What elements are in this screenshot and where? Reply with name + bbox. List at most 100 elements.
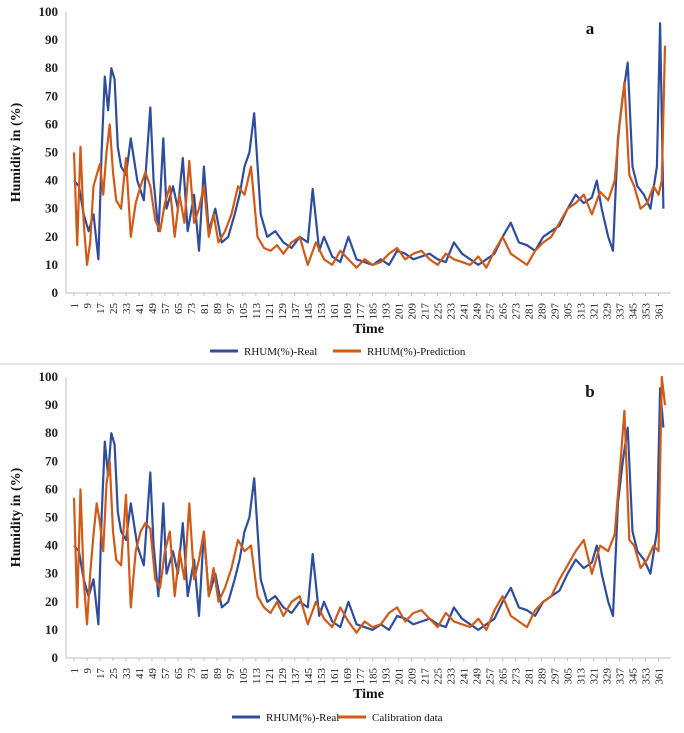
x-tick-label: 65 xyxy=(173,668,185,680)
x-tick-label: 217 xyxy=(420,303,432,320)
x-tick-label: 201 xyxy=(394,668,406,685)
x-tick-label: 353 xyxy=(641,303,653,320)
y-tick-label: 40 xyxy=(45,538,58,553)
x-tick-label: 297 xyxy=(550,668,562,685)
x-tick-label: 25 xyxy=(108,303,120,315)
x-tick-label: 249 xyxy=(472,303,484,320)
chart-panel-a: 0 10 20 30 40 50 60 70 80 90 100 1 9 17 25 33 41 49 57 65 73… xyxy=(9,4,671,358)
x-tick-label: 73 xyxy=(186,303,198,315)
x-tick-label: 361 xyxy=(654,303,666,320)
x-tick-label: 161 xyxy=(329,668,341,685)
x-tick-label: 233 xyxy=(446,303,458,320)
x-tick-label: 241 xyxy=(459,668,471,685)
x-tick-label: 257 xyxy=(485,303,497,320)
x-tick-label: 185 xyxy=(368,303,380,320)
x-tick-label: 289 xyxy=(537,303,549,320)
panel-label: b xyxy=(585,382,594,401)
x-tick-label: 337 xyxy=(615,668,627,685)
x-tick-label: 9 xyxy=(82,303,94,309)
x-tick-label: 225 xyxy=(433,668,445,685)
chart-panel-b: 0 10 20 30 40 50 60 70 80 90 100 1 9 17 25 33 41 49 57 65 73… xyxy=(9,369,671,724)
y-tick-label: 70 xyxy=(45,88,58,103)
x-axis-title: Time xyxy=(353,687,384,702)
y-tick-label: 0 xyxy=(52,650,59,665)
x-tick-label: 297 xyxy=(550,303,562,320)
x-tick-label: 265 xyxy=(498,668,510,685)
y-tick-label: 10 xyxy=(45,257,58,272)
x-tick-label: 97 xyxy=(225,668,237,680)
panel-label: a xyxy=(586,19,595,38)
x-tick-label: 113 xyxy=(251,668,263,685)
x-tick-label: 105 xyxy=(238,668,250,685)
x-tick-label: 57 xyxy=(160,668,172,680)
x-tick-label: 345 xyxy=(628,668,640,685)
x-tick-label: 313 xyxy=(576,303,588,320)
x-tick-label: 73 xyxy=(186,668,198,680)
x-tick-label: 41 xyxy=(134,668,146,679)
x-tick-label: 193 xyxy=(381,668,393,685)
x-tick-label: 169 xyxy=(342,668,354,685)
legend-label: RHUM(%)-Prediction xyxy=(367,346,466,358)
x-tick-label: 89 xyxy=(212,668,224,680)
x-tick-label: 81 xyxy=(199,668,211,679)
x-tick-label: 17 xyxy=(95,303,107,315)
y-tick-label: 70 xyxy=(45,453,58,468)
x-tick-label: 17 xyxy=(95,668,107,680)
x-tick-label: 289 xyxy=(537,668,549,685)
x-tick-label: 105 xyxy=(238,303,250,320)
y-axis-title: Humidity in (%) xyxy=(9,102,24,202)
x-tick-label: 185 xyxy=(368,668,380,685)
x-tick-label: 257 xyxy=(485,668,497,685)
x-tick-label: 281 xyxy=(524,668,536,685)
x-tick-label: 1 xyxy=(69,303,81,309)
x-tick-label: 305 xyxy=(563,303,575,320)
x-tick-label: 345 xyxy=(628,303,640,320)
x-tick-label: 233 xyxy=(446,668,458,685)
x-tick-label: 1 xyxy=(69,668,81,674)
y-tick-label: 100 xyxy=(39,4,59,19)
x-tick-label: 193 xyxy=(381,303,393,320)
y-tick-label: 40 xyxy=(45,173,58,188)
x-tick-label: 249 xyxy=(472,668,484,685)
y-axis-title: Humidity in (%) xyxy=(9,467,24,567)
x-tick-label: 225 xyxy=(433,303,445,320)
x-tick-label: 209 xyxy=(407,668,419,685)
x-tick-label: 145 xyxy=(303,303,315,320)
x-tick-label: 81 xyxy=(199,303,211,314)
x-tick-label: 33 xyxy=(121,303,133,315)
x-tick-label: 41 xyxy=(134,303,146,314)
y-tick-label: 60 xyxy=(45,116,58,131)
x-tick-label: 321 xyxy=(589,303,601,320)
x-tick-label: 49 xyxy=(147,303,159,315)
x-tick-label: 201 xyxy=(394,303,406,320)
x-tick-label: 273 xyxy=(511,668,523,685)
x-tick-label: 209 xyxy=(407,303,419,320)
y-tick-label: 50 xyxy=(45,145,58,160)
x-tick-label: 145 xyxy=(303,668,315,685)
y-tick-label: 80 xyxy=(45,425,58,440)
x-tick-label: 153 xyxy=(316,668,328,685)
y-tick-label: 20 xyxy=(45,229,58,244)
x-tick-label: 33 xyxy=(121,668,133,680)
y-tick-label: 80 xyxy=(45,60,58,75)
x-tick-label: 305 xyxy=(563,668,575,685)
x-tick-label: 49 xyxy=(147,668,159,680)
series-line-real xyxy=(73,22,665,266)
legend-label: RHUM(%)-Real xyxy=(244,346,317,358)
x-tick-label: 113 xyxy=(251,303,263,320)
x-tick-label: 25 xyxy=(108,668,120,680)
x-tick-label: 121 xyxy=(264,303,276,320)
x-tick-label: 273 xyxy=(511,303,523,320)
x-tick-label: 121 xyxy=(264,668,276,685)
x-tick-label: 137 xyxy=(290,668,302,685)
x-tick-label: 129 xyxy=(277,668,289,685)
x-tick-label: 137 xyxy=(290,303,302,320)
y-tick-label: 20 xyxy=(45,594,58,609)
series-line-prediction xyxy=(72,375,667,634)
x-tick-label: 217 xyxy=(420,668,432,685)
legend-label: Calibration data xyxy=(372,712,443,724)
y-tick-label: 10 xyxy=(45,622,58,637)
x-tick-label: 65 xyxy=(173,303,185,315)
series-line-prediction xyxy=(72,45,667,269)
y-tick-label: 60 xyxy=(45,481,58,496)
